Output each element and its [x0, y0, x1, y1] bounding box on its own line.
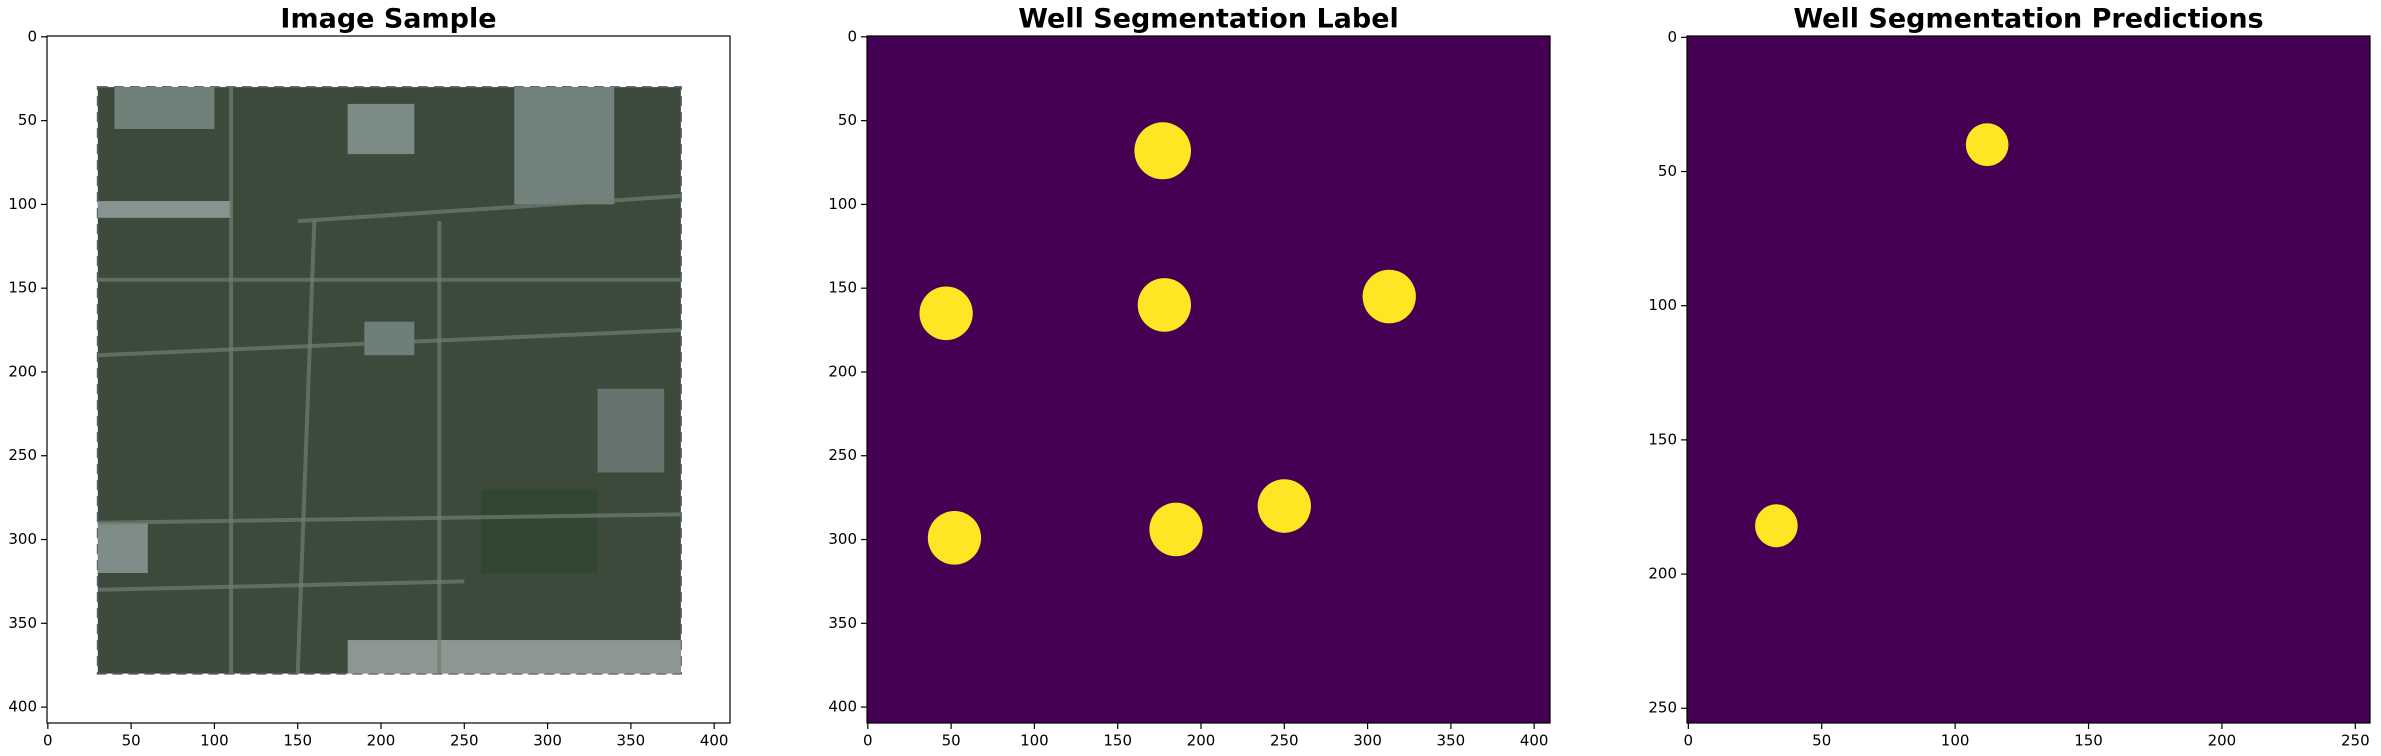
well: [919, 286, 973, 341]
x-tick-label: 100: [200, 732, 229, 750]
x-tick-label: 200: [2208, 732, 2237, 750]
y-tick-label: 300: [8, 530, 37, 548]
x-tick-label: 200: [1187, 732, 1216, 750]
x-tick-label: 0: [863, 732, 873, 750]
well: [1257, 479, 1311, 533]
x-tick-label: 350: [617, 732, 646, 750]
x-tick-label: 0: [1684, 732, 1694, 750]
x-tick-label: 100: [1020, 732, 1049, 750]
x-tick-label: 350: [1437, 732, 1466, 750]
mask-background: [867, 36, 1550, 723]
x-tick-label: 300: [533, 732, 562, 750]
well: [1134, 122, 1192, 180]
y-tick-label: 350: [8, 614, 37, 632]
x-tick-label: 400: [1520, 732, 1549, 750]
well: [1137, 278, 1192, 332]
y-tick-label: 400: [828, 698, 857, 716]
x-tick-label: 250: [1270, 732, 1299, 750]
axes-frame: [1686, 35, 2371, 724]
well: [927, 511, 982, 565]
y-tick-label: 100: [1648, 296, 1677, 314]
y-tick-label: 0: [1667, 28, 1677, 46]
y-tick-label: 50: [1658, 162, 1677, 180]
subplot-title: Well Segmentation Label: [1018, 4, 1399, 35]
x-tick-label: 50: [122, 732, 141, 750]
y-tick-label: 150: [1648, 430, 1677, 448]
y-tick-label: 200: [8, 362, 37, 380]
subplot-title: Well Segmentation Predictions: [1793, 4, 2263, 35]
y-tick-label: 350: [828, 614, 857, 632]
well: [1149, 502, 1203, 557]
subplot: Well Segmentation Label 0 50 100 150 200 250 30…: [828, 4, 1551, 750]
y-tick-label: 0: [847, 27, 857, 45]
image-sample: [96, 86, 682, 675]
mask-background: [1687, 36, 2370, 723]
subplot-title: Image Sample: [280, 4, 496, 35]
x-tick-label: 200: [367, 732, 396, 750]
y-tick-label: 250: [1648, 699, 1677, 717]
well: [1362, 269, 1416, 324]
x-tick-label: 250: [2341, 732, 2370, 750]
well: [1965, 123, 2009, 167]
x-tick-label: 150: [2074, 732, 2103, 750]
x-tick-label: 50: [942, 732, 961, 750]
x-tick-label: 150: [283, 732, 312, 750]
axes-frame: [866, 35, 1551, 724]
y-tick-label: 0: [27, 27, 37, 45]
x-tick-label: 250: [450, 732, 479, 750]
axes-frame: [46, 35, 731, 724]
y-tick-label: 150: [828, 279, 857, 297]
y-tick-label: 250: [828, 446, 857, 464]
y-tick-label: 300: [828, 530, 857, 548]
y-tick-label: 50: [838, 111, 857, 129]
x-tick-label: 300: [1353, 732, 1382, 750]
y-tick-label: 200: [1648, 565, 1677, 583]
x-tick-label: 0: [43, 732, 53, 750]
y-tick-label: 50: [18, 111, 37, 129]
x-tick-label: 150: [1103, 732, 1132, 750]
subplot: Image Sample 0 50 100 150 200 250 300 350 400 0 50 1…: [8, 4, 731, 750]
y-tick-label: 150: [8, 279, 37, 297]
well: [1755, 504, 1798, 548]
y-tick-label: 100: [8, 195, 37, 213]
subplot: Well Segmentation Predictions 0 50 100 150 20…: [1648, 4, 2371, 750]
x-tick-label: 100: [1941, 732, 1970, 750]
x-tick-label: 400: [700, 732, 729, 750]
x-tick-label: 50: [1812, 732, 1831, 750]
y-tick-label: 250: [8, 446, 37, 464]
y-tick-label: 100: [828, 195, 857, 213]
y-tick-label: 400: [8, 698, 37, 716]
y-tick-label: 200: [828, 362, 857, 380]
